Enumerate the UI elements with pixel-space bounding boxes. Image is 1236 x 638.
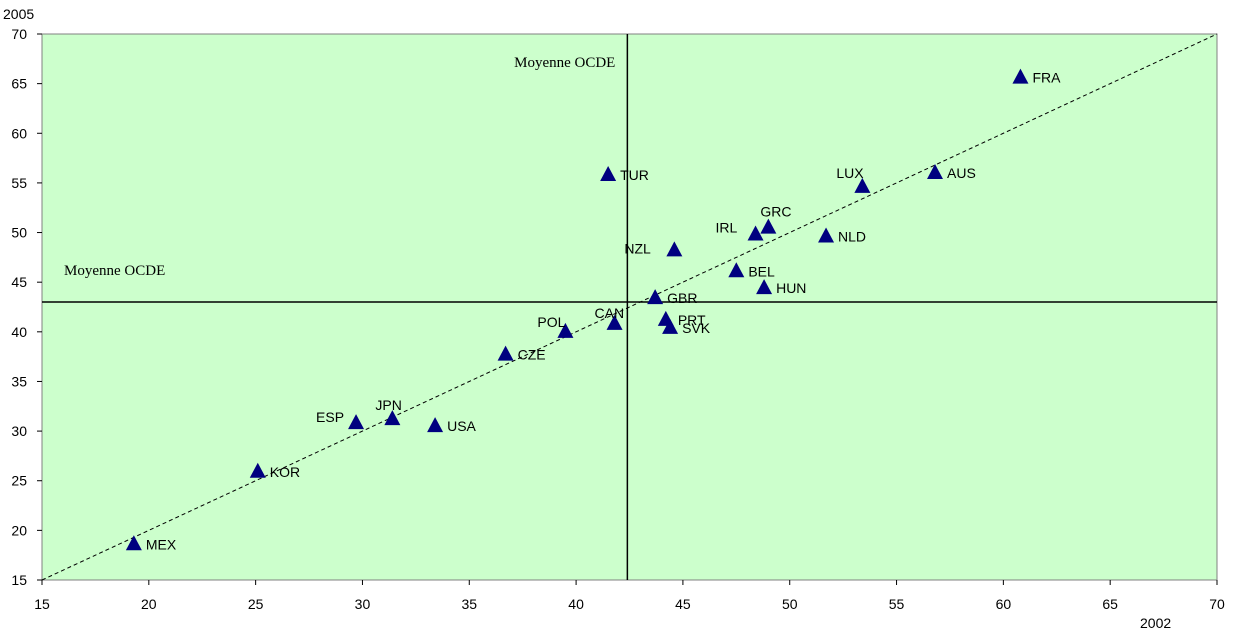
data-point: IRL — [716, 220, 764, 241]
point-label: FRA — [1032, 70, 1061, 86]
point-label: TUR — [620, 167, 649, 183]
data-point: LUX — [836, 165, 871, 193]
triangle-marker — [756, 279, 773, 295]
point-label: MEX — [146, 536, 177, 552]
x-tick-label: 60 — [996, 596, 1012, 612]
data-point: TUR — [600, 165, 649, 183]
triangle-marker — [1012, 68, 1029, 84]
data-point: NLD — [818, 227, 866, 245]
x-tick-label: 70 — [1209, 596, 1225, 612]
triangle-marker — [384, 410, 401, 426]
x-tick-label: 55 — [889, 596, 905, 612]
x-tick-label: 40 — [568, 596, 584, 612]
horizontal-reference-label: Moyenne OCDE — [64, 263, 165, 279]
triangle-marker — [854, 177, 871, 193]
data-point: MEX — [125, 535, 177, 552]
point-label: NLD — [838, 229, 866, 245]
y-tick-label: 65 — [11, 76, 27, 92]
triangle-marker — [927, 163, 943, 179]
data-point: POL — [537, 314, 574, 338]
point-label: NZL — [624, 240, 651, 256]
point-label: AUS — [947, 165, 976, 181]
y-tick-label: 60 — [11, 125, 27, 141]
data-point: AUS — [927, 163, 976, 181]
triangle-marker — [600, 165, 617, 181]
y-tick-label: 20 — [11, 522, 27, 538]
data-point: JPN — [375, 397, 402, 426]
data-point: BEL — [728, 262, 775, 279]
point-label: KOR — [270, 464, 300, 480]
data-point: USA — [427, 417, 477, 434]
point-label: CZE — [518, 347, 546, 363]
y-tick-label: 25 — [11, 473, 27, 489]
reference-lines: Moyenne OCDE Moyenne OCDE — [42, 34, 1217, 580]
triangle-marker — [747, 225, 764, 241]
triangle-marker — [662, 318, 679, 334]
x-tick-label: 45 — [675, 596, 691, 612]
y-tick-label: 30 — [11, 423, 27, 439]
data-point: GRC — [760, 204, 791, 234]
x-tick-label: 30 — [355, 596, 371, 612]
triangle-marker — [760, 218, 777, 234]
data-point: CZE — [497, 345, 546, 363]
triangle-marker — [647, 289, 664, 305]
point-label: ESP — [316, 409, 344, 425]
x-axis-title: 2002 — [1140, 615, 1171, 631]
point-label: CAN — [595, 305, 625, 321]
data-point: FRA — [1012, 68, 1061, 86]
point-label: PRT — [678, 312, 706, 328]
data-point: KOR — [249, 462, 300, 480]
point-label: BEL — [748, 263, 775, 279]
point-label: SVK — [682, 320, 711, 336]
data-point: ESP — [316, 409, 365, 430]
axis-ticks: 15 20 25 30 35 40 45 50 55 60 65 70 15 20 25 30 35 40 45 50… — [11, 26, 1225, 612]
y-tick-label: 15 — [11, 572, 27, 588]
y-tick-label: 50 — [11, 225, 27, 241]
point-label: USA — [447, 418, 476, 434]
data-point: CAN — [595, 305, 625, 330]
point-label: JPN — [375, 397, 401, 413]
data-point: SVK — [662, 318, 711, 336]
x-tick-label: 50 — [782, 596, 798, 612]
y-tick-label: 55 — [11, 175, 27, 191]
triangle-marker — [125, 535, 142, 551]
point-label: IRL — [716, 220, 738, 236]
y-tick-label: 45 — [11, 274, 27, 290]
triangle-marker — [348, 414, 365, 430]
data-point: GBR — [647, 289, 697, 306]
x-tick-label: 65 — [1102, 596, 1118, 612]
point-label: HUN — [776, 280, 806, 296]
triangle-marker — [818, 227, 835, 243]
triangle-marker — [666, 241, 683, 257]
triangle-marker — [427, 417, 444, 433]
triangle-marker — [606, 314, 623, 330]
x-tick-label: 35 — [461, 596, 477, 612]
point-label: GRC — [760, 204, 791, 220]
triangle-marker — [497, 345, 514, 361]
triangle-marker — [249, 462, 266, 478]
data-point: HUN — [756, 279, 806, 296]
point-label: LUX — [836, 165, 864, 181]
diagonal-layer — [41, 33, 1218, 581]
vertical-reference-label: Moyenne OCDE — [514, 55, 615, 71]
y-tick-label: 70 — [11, 26, 27, 42]
y-axis-title: 2005 — [3, 6, 34, 22]
diagonal-line — [41, 33, 1218, 581]
y-tick-label: 40 — [11, 324, 27, 340]
point-label: GBR — [667, 290, 697, 306]
triangle-marker — [728, 262, 745, 278]
y-tick-label: 35 — [11, 373, 27, 389]
triangle-marker — [557, 322, 574, 338]
x-tick-label: 15 — [34, 596, 50, 612]
x-tick-label: 20 — [141, 596, 157, 612]
x-tick-label: 25 — [248, 596, 264, 612]
data-point: NZL — [624, 240, 683, 257]
point-label: POL — [537, 314, 565, 330]
